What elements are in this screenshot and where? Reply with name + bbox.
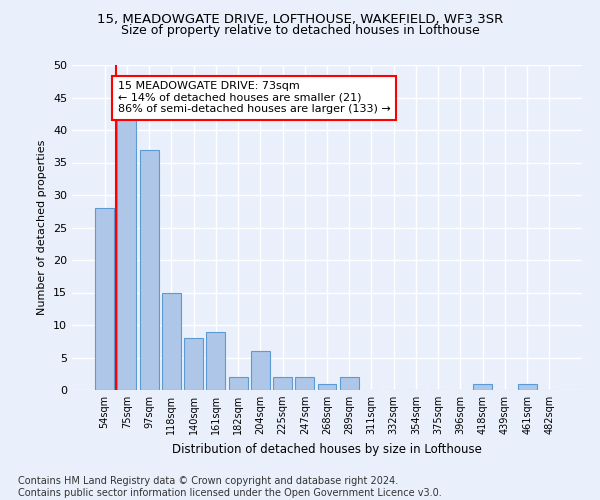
Bar <box>295 377 314 390</box>
Bar <box>317 384 337 390</box>
Text: 15 MEADOWGATE DRIVE: 73sqm
← 14% of detached houses are smaller (21)
86% of semi: 15 MEADOWGATE DRIVE: 73sqm ← 14% of deta… <box>118 81 391 114</box>
Bar <box>184 338 203 390</box>
Bar <box>273 377 292 390</box>
Bar <box>473 384 492 390</box>
Bar <box>229 377 248 390</box>
Bar <box>340 377 359 390</box>
Bar <box>118 117 136 390</box>
Text: Contains HM Land Registry data © Crown copyright and database right 2024.
Contai: Contains HM Land Registry data © Crown c… <box>18 476 442 498</box>
Bar <box>518 384 536 390</box>
Bar <box>140 150 158 390</box>
Bar <box>95 208 114 390</box>
Bar <box>206 332 225 390</box>
Bar <box>251 351 270 390</box>
Text: Size of property relative to detached houses in Lofthouse: Size of property relative to detached ho… <box>121 24 479 37</box>
Bar <box>162 292 181 390</box>
X-axis label: Distribution of detached houses by size in Lofthouse: Distribution of detached houses by size … <box>172 442 482 456</box>
Text: 15, MEADOWGATE DRIVE, LOFTHOUSE, WAKEFIELD, WF3 3SR: 15, MEADOWGATE DRIVE, LOFTHOUSE, WAKEFIE… <box>97 12 503 26</box>
Y-axis label: Number of detached properties: Number of detached properties <box>37 140 47 315</box>
